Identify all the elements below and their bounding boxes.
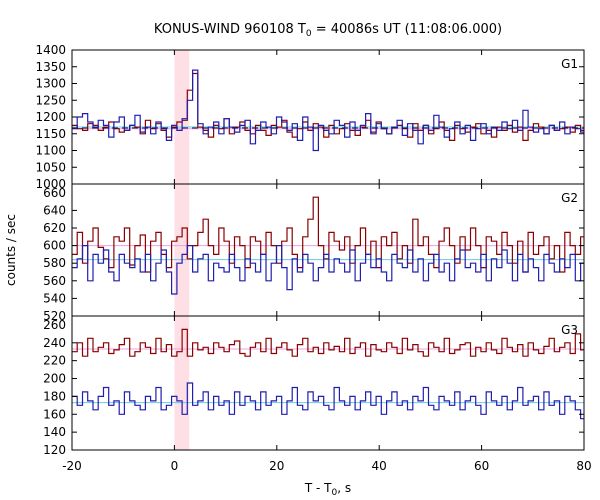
y-tick-label: 560: [43, 274, 66, 288]
series-line-g3-1: [72, 382, 584, 420]
y-tick-label: 1300: [35, 77, 66, 91]
y-tick-label: 240: [43, 336, 66, 350]
series-line-g2-0: [72, 196, 584, 273]
panel-label-g2: G2: [561, 191, 578, 205]
y-tick-label: 540: [43, 291, 66, 305]
y-tick-label: 180: [43, 389, 66, 403]
x-tick-label: 0: [171, 459, 179, 473]
chart-title: KONUS-WIND 960108 T0 = 40086s UT (11:08:…: [154, 22, 502, 39]
y-tick-label: 200: [43, 372, 66, 386]
series-line-g1-1: [72, 69, 584, 152]
y-tick-label: 520: [43, 309, 66, 323]
panel-label-g1: G1: [561, 57, 578, 71]
y-tick-label: 660: [43, 186, 66, 200]
y-tick-label: 1000: [35, 177, 66, 191]
series-line-g2-1: [72, 245, 584, 295]
y-tick-label: 120: [43, 443, 66, 457]
x-tick-label: 60: [474, 459, 489, 473]
series-line-g3-0: [72, 328, 584, 357]
panel-frame-g1: [71, 49, 585, 185]
y-tick-label: 1050: [35, 160, 66, 174]
x-tick-label: -20: [62, 459, 82, 473]
x-tick-label: 80: [576, 459, 591, 473]
plot-area: 100010501100115012001250130013501400G152…: [35, 43, 591, 473]
y-tick-label: 600: [43, 239, 66, 253]
y-tick-label: 1200: [35, 110, 66, 124]
highlight-band: [174, 50, 190, 450]
panel-label-g3: G3: [561, 323, 578, 337]
y-tick-label: 160: [43, 407, 66, 421]
panel-frame-g3: [71, 315, 585, 451]
y-tick-label: 260: [43, 318, 66, 332]
y-tick-label: 140: [43, 425, 66, 439]
x-axis-label: T - T0, s: [304, 481, 351, 498]
y-tick-label: 1400: [35, 43, 66, 57]
y-tick-label: 1150: [35, 127, 66, 141]
y-tick-label: 620: [43, 221, 66, 235]
y-tick-label: 1350: [35, 60, 66, 74]
y-tick-label: 1100: [35, 144, 66, 158]
x-tick-label: 20: [269, 459, 284, 473]
y-tick-label: 580: [43, 256, 66, 270]
x-tick-label: 40: [372, 459, 387, 473]
y-axis-label: counts / sec: [4, 214, 18, 286]
y-tick-label: 640: [43, 203, 66, 217]
y-tick-label: 1250: [35, 93, 66, 107]
y-tick-label: 220: [43, 354, 66, 368]
